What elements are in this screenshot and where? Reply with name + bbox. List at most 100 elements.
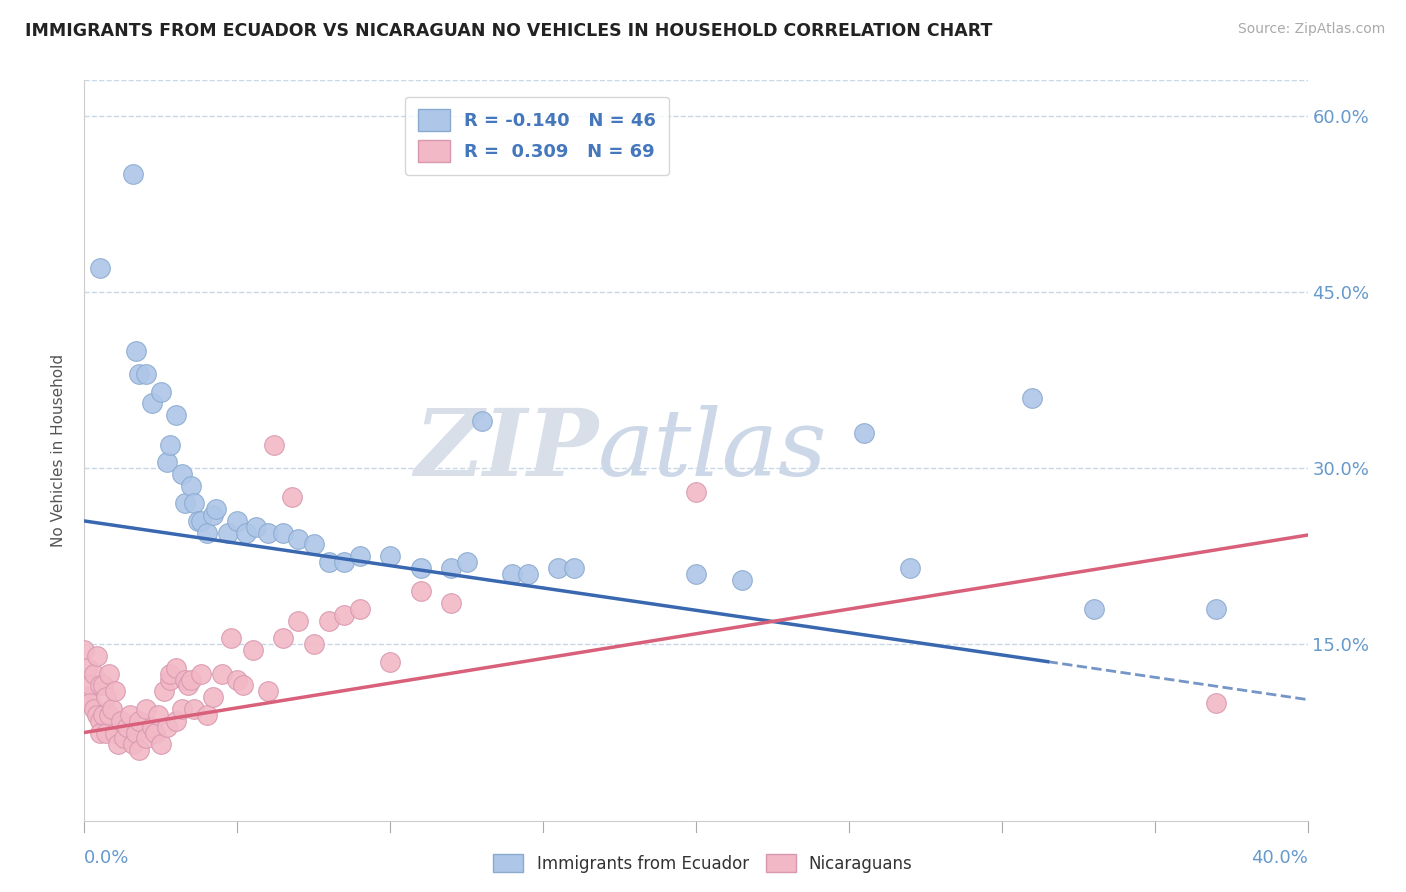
Point (165, 661, 187, 675)
Point (89, 261, 111, 276)
Point (235, 525, 257, 540)
Point (97, 666, 120, 681)
Point (135, 367, 157, 381)
Point (349, 602, 371, 616)
Point (685, 484, 707, 499)
Point (195, 525, 218, 540)
Point (440, 596, 463, 610)
Point (333, 607, 356, 622)
Point (1205, 696, 1227, 710)
Point (333, 555, 356, 569)
Point (128, 714, 150, 728)
Point (91, 707, 114, 722)
Point (174, 496, 197, 510)
Point (318, 555, 340, 569)
Point (562, 561, 585, 575)
Point (226, 673, 249, 687)
Point (83, 702, 105, 716)
Text: atlas: atlas (598, 406, 828, 495)
Point (898, 561, 921, 575)
Legend: Immigrants from Ecuador, Nicaraguans: Immigrants from Ecuador, Nicaraguans (486, 847, 920, 880)
Point (94, 725, 117, 739)
Point (141, 720, 163, 734)
Point (165, 714, 187, 728)
Point (547, 561, 569, 575)
Point (302, 637, 325, 651)
Text: Source: ZipAtlas.com: Source: ZipAtlas.com (1237, 22, 1385, 37)
Legend: R = -0.140   N = 46, R =  0.309   N = 69: R = -0.140 N = 46, R = 0.309 N = 69 (405, 96, 669, 175)
Point (190, 666, 212, 681)
Point (380, 655, 402, 669)
Point (172, 702, 194, 716)
Text: ZIP: ZIP (413, 406, 598, 495)
Point (89, 714, 111, 728)
Y-axis label: No Vehicles in Household: No Vehicles in Household (51, 354, 66, 547)
Point (104, 725, 127, 739)
Text: 0.0%: 0.0% (84, 849, 129, 867)
Point (159, 666, 181, 681)
Point (287, 614, 309, 628)
Point (165, 408, 187, 422)
Point (122, 167, 145, 181)
Point (183, 702, 205, 716)
Point (226, 514, 249, 528)
Point (219, 632, 242, 646)
Point (94, 690, 117, 705)
Point (201, 508, 224, 522)
Point (159, 437, 181, 451)
Point (177, 678, 200, 692)
Point (180, 673, 202, 687)
Text: 40.0%: 40.0% (1251, 849, 1308, 867)
Point (257, 525, 280, 540)
Point (245, 520, 267, 534)
Point (471, 414, 494, 428)
Point (409, 584, 432, 599)
Point (120, 707, 142, 722)
Point (1205, 602, 1227, 616)
Point (128, 367, 150, 381)
Point (110, 714, 132, 728)
Point (516, 566, 538, 581)
Point (271, 632, 294, 646)
Point (112, 731, 135, 746)
Point (318, 614, 340, 628)
Point (183, 496, 205, 510)
Point (232, 678, 254, 692)
Point (141, 396, 163, 410)
Point (146, 707, 169, 722)
Point (156, 455, 179, 469)
Point (159, 673, 181, 687)
Point (125, 725, 148, 739)
Point (86, 707, 108, 722)
Point (456, 555, 478, 569)
Point (180, 479, 202, 493)
Point (79, 696, 101, 710)
Point (186, 514, 208, 528)
Point (143, 725, 166, 739)
Point (115, 720, 138, 734)
Point (263, 437, 285, 451)
Point (502, 566, 524, 581)
Point (89, 725, 111, 739)
Point (380, 549, 402, 564)
Point (257, 684, 280, 698)
Point (281, 491, 304, 505)
Point (1021, 391, 1043, 405)
Point (190, 514, 212, 528)
Point (156, 720, 179, 734)
Point (101, 702, 124, 716)
Point (217, 525, 239, 540)
Point (86, 649, 108, 664)
Point (97, 707, 120, 722)
Point (122, 737, 145, 751)
Text: IMMIGRANTS FROM ECUADOR VS NICARAGUAN NO VEHICLES IN HOUSEHOLD CORRELATION CHART: IMMIGRANTS FROM ECUADOR VS NICARAGUAN NO… (25, 22, 993, 40)
Point (125, 343, 148, 358)
Point (302, 537, 325, 551)
Point (242, 643, 264, 657)
Point (73, 643, 96, 657)
Point (685, 566, 707, 581)
Point (1083, 602, 1105, 616)
Point (83, 666, 105, 681)
Point (853, 425, 876, 440)
Point (107, 737, 129, 751)
